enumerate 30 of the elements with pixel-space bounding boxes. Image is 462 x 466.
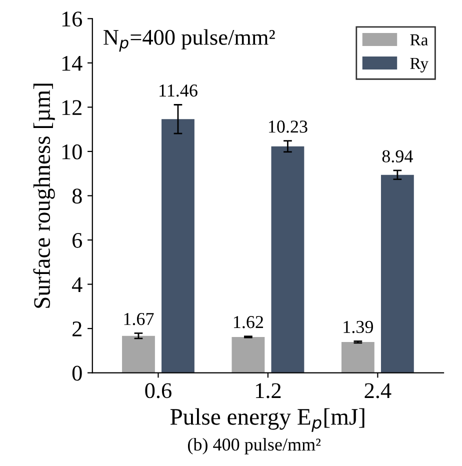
y-axis-title: Surface roughness [µm] [33, 84, 55, 308]
legend-label: Ry [410, 58, 428, 72]
data-label: 11.46 [160, 84, 198, 97]
y-tick-label: 6 [72, 232, 82, 248]
data-label: 1.39 [344, 320, 373, 334]
y-tick-label: 16 [62, 12, 82, 27]
data-label: 8.94 [382, 150, 413, 162]
bar [341, 342, 374, 373]
y-tick-label: 0 [72, 366, 82, 381]
data-label: 1.67 [124, 312, 154, 326]
data-label: 1.62 [234, 316, 264, 328]
bar [232, 336, 265, 373]
x-axis-title: Pulse energy E$_{p}$[mJ] [170, 408, 364, 432]
y-tick-label: 4 [72, 277, 82, 292]
y-tick-label: 12 [62, 100, 82, 115]
x-tick-label: 1.2 [256, 383, 281, 398]
text: (b) 400 pulse/mm² [188, 438, 321, 454]
bar [162, 119, 194, 373]
y-tick-label: 10 [62, 144, 82, 160]
bar [271, 146, 304, 373]
y-tick-label: 14 [62, 56, 82, 71]
legend-label: Ra [410, 34, 428, 46]
data-label: 10.23 [268, 120, 308, 133]
y-tick-label: 2 [72, 322, 82, 336]
annotation: N$_{p}$=400 pulse/mm² [104, 29, 275, 52]
bar [380, 174, 414, 373]
y-tick-label: 8 [72, 188, 82, 204]
bar [122, 336, 155, 373]
x-tick-label: 0.6 [145, 383, 172, 398]
x-tick-label: 2.4 [364, 383, 392, 398]
